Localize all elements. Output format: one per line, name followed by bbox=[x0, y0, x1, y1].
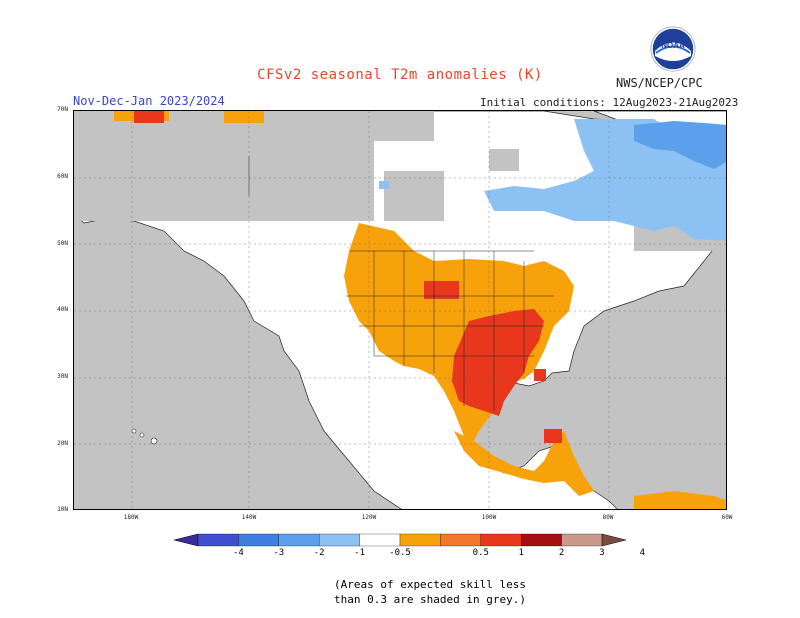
lat-label-50n: 50N bbox=[57, 240, 68, 247]
colorbar-segment bbox=[399, 533, 441, 547]
colorbar-tick-label: -1 bbox=[354, 548, 366, 558]
colorbar-tick-label: 4 bbox=[639, 548, 646, 558]
skill-note-line2: than 0.3 are shaded in grey.) bbox=[333, 593, 527, 606]
colorbar-tick-label: -0.5 bbox=[389, 548, 411, 558]
lat-label-40n: 40N bbox=[57, 306, 68, 313]
lon-label-60w: 60W bbox=[721, 514, 733, 521]
lon-label-180w: 180W bbox=[123, 514, 139, 521]
colorbar-segment bbox=[480, 533, 522, 547]
organization-label: NWS/NCEP/CPC bbox=[616, 76, 703, 90]
colorbar-tick-label: 2 bbox=[558, 548, 565, 558]
lat-label-60n: 60N bbox=[57, 173, 68, 180]
map-canvas bbox=[74, 111, 726, 509]
warm-anomaly-gulf bbox=[534, 369, 546, 381]
warm-anomaly-south-america bbox=[634, 491, 726, 509]
lat-label-20n: 20N bbox=[57, 440, 68, 447]
lon-label-80w: 80W bbox=[602, 514, 614, 521]
skill-note: (Areas of expected skill less than 0.3 a… bbox=[330, 577, 530, 607]
warm-anomaly-mexico bbox=[454, 431, 594, 496]
lon-label-140w: 140W bbox=[241, 514, 257, 521]
cold-anomaly-labrador bbox=[634, 121, 726, 169]
colorbar-segment bbox=[278, 533, 320, 547]
lat-label-70n: 70N bbox=[57, 106, 68, 113]
colorbar-segments bbox=[197, 533, 603, 547]
warm-anomaly-central-america bbox=[544, 429, 562, 443]
colorbar-segment bbox=[319, 533, 360, 547]
colorbar-segment bbox=[561, 533, 603, 547]
initial-conditions-label: Initial conditions: 12Aug2023-21Aug2023 bbox=[480, 96, 739, 109]
land-hawaii bbox=[131, 428, 158, 445]
colorbar-segment bbox=[359, 533, 401, 547]
anomaly-map bbox=[73, 110, 727, 510]
lon-label-100w: 100W bbox=[481, 514, 497, 521]
map-title: CFSv2 seasonal T2m anomalies (K) bbox=[257, 67, 543, 83]
colorbar-tick-label: 0.5 bbox=[472, 548, 489, 558]
colorbar-segment bbox=[521, 533, 562, 547]
colorbar-tick-label: -3 bbox=[273, 548, 285, 558]
no-skill-alaska bbox=[74, 111, 374, 221]
colorbar-segment bbox=[440, 533, 481, 547]
noaa-logo-text: NOAA bbox=[661, 41, 685, 50]
colorbar-tick-label: -4 bbox=[232, 548, 244, 558]
colorbar-arrow-warm bbox=[601, 533, 626, 547]
warm-anomaly-plains-north bbox=[424, 281, 459, 299]
colorbar-segment bbox=[197, 533, 239, 547]
colorbar-arrow-cold bbox=[174, 533, 199, 547]
colorbar-tick-label: -2 bbox=[313, 548, 325, 558]
lat-label-10n: 10N bbox=[57, 506, 68, 513]
colorbar bbox=[174, 533, 626, 547]
colorbar-tick-label: 3 bbox=[599, 548, 605, 558]
season-label: Nov-Dec-Jan 2023/2024 bbox=[73, 94, 225, 108]
colorbar-tick-label: 1 bbox=[518, 548, 524, 558]
warm-anomaly-arctic-2 bbox=[224, 111, 264, 123]
warm-anomaly-west bbox=[344, 223, 574, 451]
colorbar-segment bbox=[238, 533, 279, 547]
graticule bbox=[74, 111, 726, 509]
warm-anomaly-plains-core bbox=[452, 309, 544, 416]
noaa-logo: NOAA bbox=[650, 26, 696, 72]
lon-label-120w: 120W bbox=[361, 514, 377, 521]
political-boundaries bbox=[248, 156, 554, 411]
skill-note-line1: (Areas of expected skill less bbox=[333, 578, 527, 591]
lat-label-30n: 30N bbox=[57, 373, 68, 380]
